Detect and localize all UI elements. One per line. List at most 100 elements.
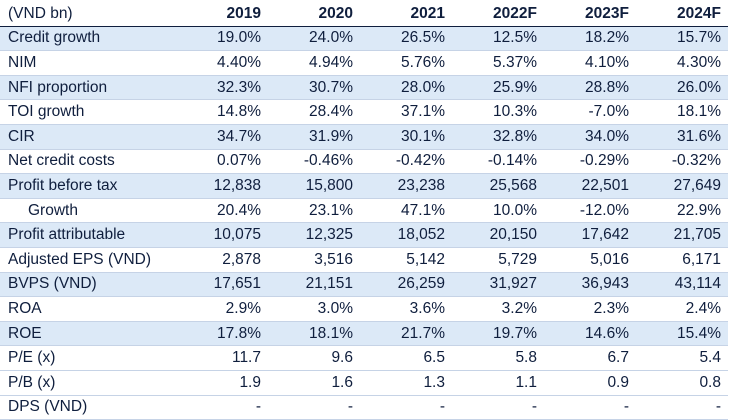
value-cell: -0.42%: [360, 149, 452, 175]
header-row: (VND bn) 2019 2020 2021 2022F 2023F 2024…: [0, 2, 728, 27]
value-cell: -12.0%: [544, 198, 636, 224]
unit-label: (VND bn): [0, 2, 176, 27]
value-cell: 22,501: [544, 173, 636, 199]
value-cell: 6.5: [360, 345, 452, 371]
value-cell: 1.9: [176, 370, 268, 396]
value-cell: 0.8: [636, 370, 728, 396]
value-cell: 2.4%: [636, 296, 728, 322]
table-row: P/B (x) 1.9 1.6 1.3 1.1 0.9 0.8: [0, 370, 728, 396]
value-cell: 15.7%: [636, 26, 728, 52]
row-label: ROA: [0, 296, 176, 322]
value-cell: 19.0%: [176, 26, 268, 52]
value-cell: 26.0%: [636, 75, 728, 101]
row-label: Adjusted EPS (VND): [0, 247, 176, 273]
year-header: 2023F: [544, 2, 636, 27]
row-label: NIM: [0, 50, 176, 76]
value-cell: 12,325: [268, 222, 360, 248]
value-cell: 43,114: [636, 272, 728, 298]
table-body: Credit growth 19.0% 24.0% 26.5% 12.5% 18.2% 15…: [0, 26, 728, 420]
table-row: P/E (x) 11.7 9.6 6.5 5.8 6.7 5.4: [0, 345, 728, 371]
value-cell: 17.8%: [176, 321, 268, 347]
value-cell: 24.0%: [268, 26, 360, 52]
value-cell: 1.6: [268, 370, 360, 396]
value-cell: 34.0%: [544, 124, 636, 150]
value-cell: 32.8%: [452, 124, 544, 150]
value-cell: 0.07%: [176, 149, 268, 175]
row-label: CIR: [0, 124, 176, 150]
value-cell: 9.6: [268, 345, 360, 371]
value-cell: 3.6%: [360, 296, 452, 322]
value-cell: 6.7: [544, 345, 636, 371]
value-cell: 26,259: [360, 272, 452, 298]
value-cell: 14.6%: [544, 321, 636, 347]
table-row: CIR 34.7% 31.9% 30.1% 32.8% 34.0% 31.6%: [0, 124, 728, 150]
value-cell: 30.1%: [360, 124, 452, 150]
value-cell: -: [360, 395, 452, 420]
value-cell: -: [636, 395, 728, 420]
value-cell: 4.94%: [268, 50, 360, 76]
row-label: P/E (x): [0, 345, 176, 371]
row-label: BVPS (VND): [0, 272, 176, 298]
row-label: ROE: [0, 321, 176, 347]
value-cell: 5.4: [636, 345, 728, 371]
row-label: Growth: [0, 198, 176, 224]
value-cell: 6,171: [636, 247, 728, 273]
value-cell: 17,651: [176, 272, 268, 298]
value-cell: 11.7: [176, 345, 268, 371]
value-cell: -7.0%: [544, 99, 636, 125]
row-label: P/B (x): [0, 370, 176, 396]
value-cell: 21.7%: [360, 321, 452, 347]
value-cell: 17,642: [544, 222, 636, 248]
value-cell: 15.4%: [636, 321, 728, 347]
value-cell: 26.5%: [360, 26, 452, 52]
value-cell: 2.3%: [544, 296, 636, 322]
table-row: Credit growth 19.0% 24.0% 26.5% 12.5% 18.2% 15…: [0, 26, 728, 52]
value-cell: 10.3%: [452, 99, 544, 125]
value-cell: 21,151: [268, 272, 360, 298]
value-cell: 4.30%: [636, 50, 728, 76]
value-cell: 3.2%: [452, 296, 544, 322]
value-cell: -: [176, 395, 268, 420]
value-cell: -0.32%: [636, 149, 728, 175]
value-cell: 31.6%: [636, 124, 728, 150]
value-cell: -: [452, 395, 544, 420]
value-cell: -0.14%: [452, 149, 544, 175]
value-cell: 5.8: [452, 345, 544, 371]
value-cell: 20.4%: [176, 198, 268, 224]
row-label: Net credit costs: [0, 149, 176, 175]
value-cell: 1.3: [360, 370, 452, 396]
table-row: ROA 2.9% 3.0% 3.6% 3.2% 2.3% 2.4%: [0, 296, 728, 322]
value-cell: 28.0%: [360, 75, 452, 101]
value-cell: 34.7%: [176, 124, 268, 150]
row-label: Credit growth: [0, 26, 176, 52]
year-header: 2020: [268, 2, 360, 27]
value-cell: 19.7%: [452, 321, 544, 347]
value-cell: 28.4%: [268, 99, 360, 125]
table-row: NFI proportion 32.3% 30.7% 28.0% 25.9% 28.8% 2…: [0, 75, 728, 101]
table-row: Profit before tax 12,838 15,800 23,238 25,56…: [0, 173, 728, 199]
value-cell: 5.76%: [360, 50, 452, 76]
value-cell: 3.0%: [268, 296, 360, 322]
value-cell: 12,838: [176, 173, 268, 199]
value-cell: 15,800: [268, 173, 360, 199]
table-row: BVPS (VND) 17,651 21,151 26,259 31,927 36,943…: [0, 272, 728, 298]
value-cell: 10,075: [176, 222, 268, 248]
value-cell: -0.46%: [268, 149, 360, 175]
value-cell: 21,705: [636, 222, 728, 248]
value-cell: 22.9%: [636, 198, 728, 224]
value-cell: 2,878: [176, 247, 268, 273]
table-row: Growth 20.4% 23.1% 47.1% 10.0% -12.0% 22.9%: [0, 198, 728, 224]
value-cell: 31.9%: [268, 124, 360, 150]
value-cell: 28.8%: [544, 75, 636, 101]
row-label: Profit attributable: [0, 222, 176, 248]
row-label: Profit before tax: [0, 173, 176, 199]
table-row: Net credit costs 0.07% -0.46% -0.42% -0.14% -…: [0, 149, 728, 175]
value-cell: 37.1%: [360, 99, 452, 125]
table-row: Profit attributable 10,075 12,325 18,052 20,…: [0, 222, 728, 248]
value-cell: 30.7%: [268, 75, 360, 101]
value-cell: 27,649: [636, 173, 728, 199]
value-cell: 20,150: [452, 222, 544, 248]
value-cell: 3,516: [268, 247, 360, 273]
value-cell: 10.0%: [452, 198, 544, 224]
